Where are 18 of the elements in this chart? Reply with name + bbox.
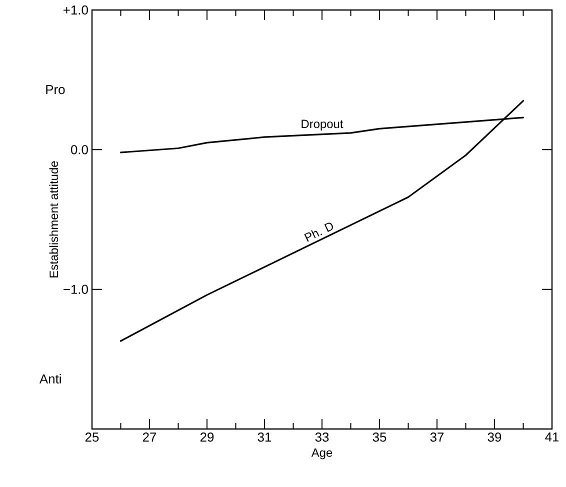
y-axis-title: Establishment attitude — [49, 161, 58, 278]
x-axis-title: Age — [311, 448, 332, 460]
x-tick-label: 37 — [430, 432, 444, 442]
y-tick-label: +1.0 — [64, 5, 88, 15]
x-tick-label: 41 — [545, 432, 559, 442]
x-tick-label: 27 — [142, 432, 156, 442]
x-tick-label: 35 — [372, 432, 386, 442]
x-tick-label: 33 — [315, 432, 329, 442]
text: Pro — [46, 85, 65, 94]
text: Ph. D — [304, 222, 333, 242]
x-tick-label: 31 — [258, 432, 272, 442]
x-tick-label: 39 — [488, 432, 502, 442]
text: Anti — [39, 374, 61, 384]
series-label: Dropout — [302, 120, 344, 131]
y-tick-label: 0.0 — [70, 145, 88, 154]
x-tick-label: 29 — [200, 432, 214, 442]
y-tick-label: −1.0 — [64, 284, 88, 294]
x-tick-label: 25 — [85, 432, 99, 442]
